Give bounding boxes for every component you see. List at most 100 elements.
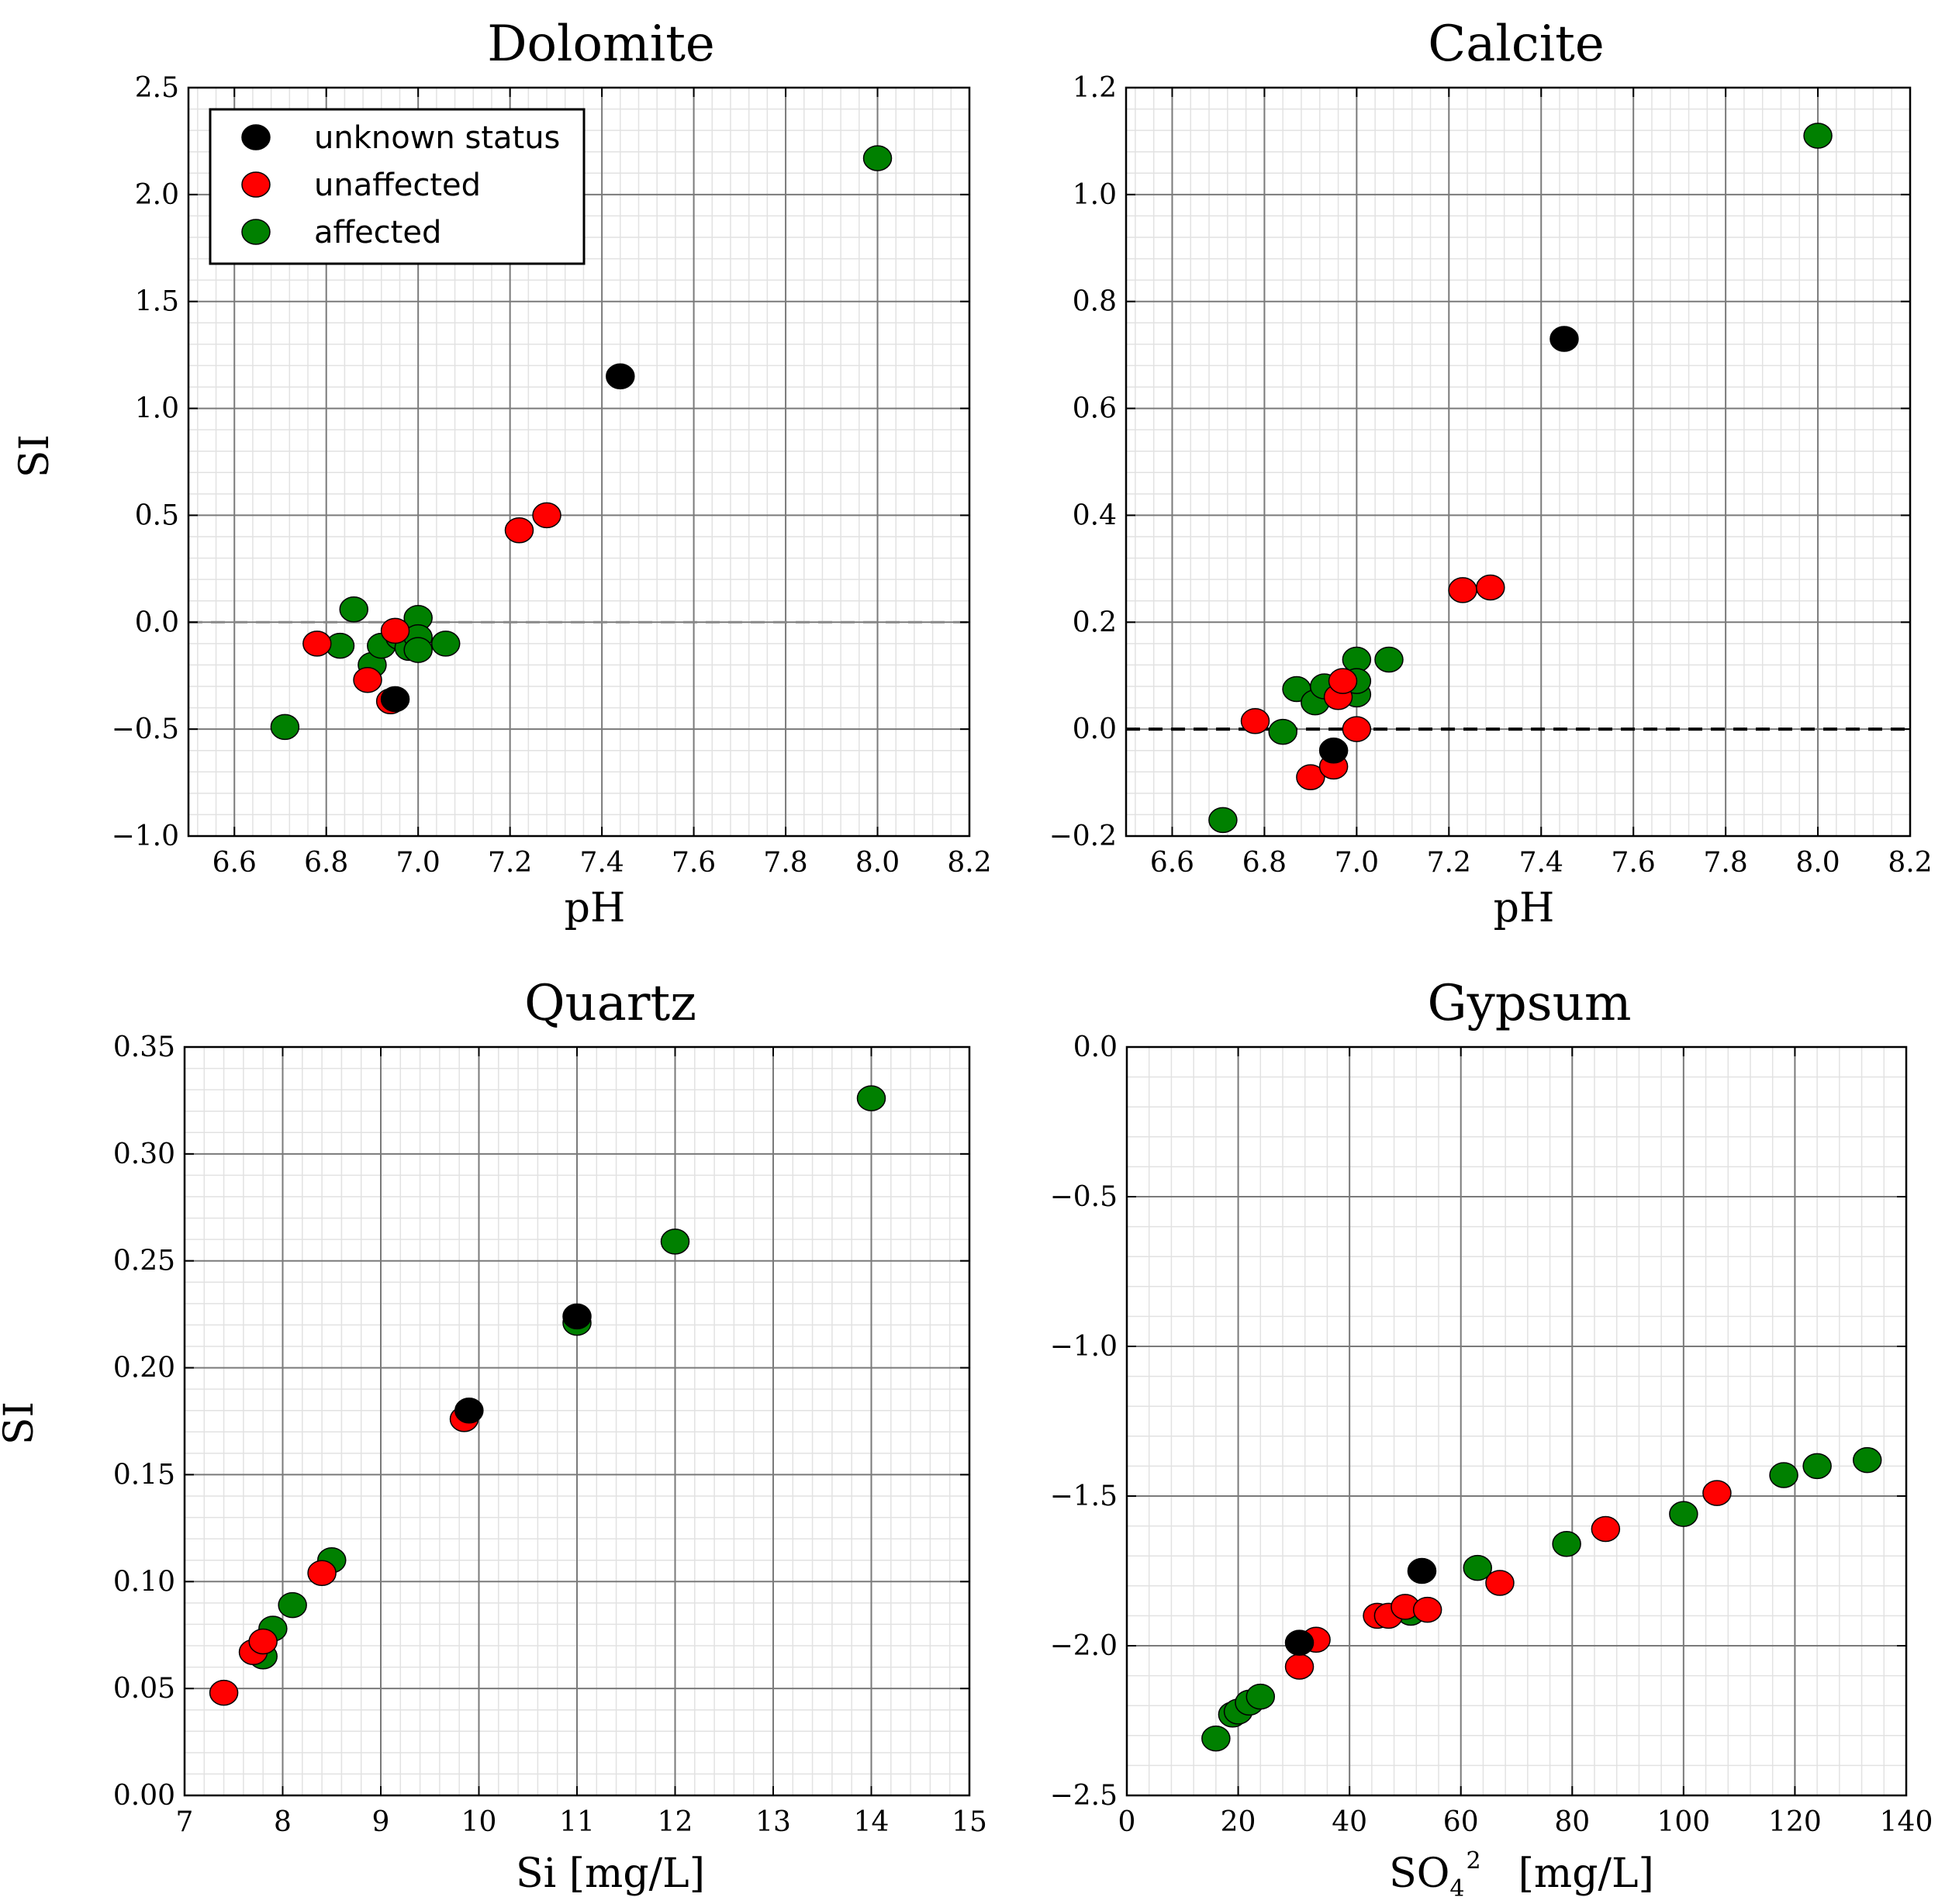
dolomite-x-tick-label: 7.8 <box>763 847 807 879</box>
calcite-plot-frame <box>1125 86 1912 838</box>
quartz-x-tick-label: 13 <box>755 1806 791 1838</box>
calcite-point-unaffected: unaffected: (6.97, 0.09) <box>1328 668 1358 694</box>
gypsum-point-affected: affected: (100, -1.56) <box>1669 1501 1698 1527</box>
calcite-point-unknown-status: unknown status: (7.45, 0.73) <box>1550 326 1579 352</box>
calcite-point-unaffected: unaffected: (7.29, 0.265) <box>1476 574 1505 601</box>
legend-marker-unknown-status <box>241 124 271 150</box>
gypsum-point-affected: affected: (24, -2.17) <box>1245 1683 1276 1710</box>
quartz-y-tick-label: 0.05 <box>113 1673 175 1705</box>
calcite-y-tick-label: 0.2 <box>1073 606 1117 638</box>
calcite-x-tick-label: 8.2 <box>1888 847 1932 879</box>
calcite-point-affected: affected: (6.84, -0.005) <box>1268 718 1297 745</box>
calcite-panel: 6.6 6.8 7.0 7.2 7.4 7.6 7.8 8.0 8.2 −0.2 0.0 0.2 0.4… <box>1049 16 1933 931</box>
gypsum-point-unaffected: unaffected: (106, -1.49) <box>1702 1480 1732 1506</box>
gypsum-point-affected: affected: (118, -1.43) <box>1769 1462 1798 1488</box>
dolomite-point-unaffected: unaffected: (6.78, -0.1) <box>302 631 332 657</box>
quartz-x-tick-label: 7 <box>176 1806 194 1838</box>
gypsum-point-unaffected: unaffected: (86, -1.61) <box>1591 1515 1621 1543</box>
quartz-point-unaffected: unaffected: (7.8, 0.072) <box>248 1628 278 1655</box>
calcite-y-tick-label: 0.0 <box>1073 714 1117 745</box>
gypsum-x-tick-label: 40 <box>1332 1806 1367 1838</box>
gypsum-point-affected: affected: (124, -1.4) <box>1802 1453 1832 1480</box>
gypsum-point-unknown-status: unknown status: (53, -1.75) <box>1407 1557 1437 1584</box>
dolomite-point-affected: affected: (7, -0.13) <box>403 637 433 663</box>
quartz-x-tick-label: 14 <box>854 1806 890 1838</box>
dolomite-x-tick-label: 7.2 <box>488 847 532 879</box>
dolomite-point-affected: affected: (6.71, -0.49) <box>270 714 300 741</box>
dolomite-y-tick-label: 0.5 <box>135 499 179 531</box>
gypsum-point-unknown-status: unknown status: (31, -1.99) <box>1284 1629 1315 1656</box>
dolomite-point-unaffected: unaffected: (7.28, 0.5) <box>532 502 561 529</box>
quartz-x-tick-label: 8 <box>274 1806 292 1838</box>
gypsum-plot-frame <box>1125 1045 1908 1797</box>
gypsum-y-tick-label: −2.0 <box>1050 1630 1118 1662</box>
dolomite-y-tick-label: 2.5 <box>135 72 179 104</box>
quartz-point-affected: affected: (8.1, 0.089) <box>278 1591 307 1619</box>
dolomite-y-axis-label: SI <box>12 434 58 478</box>
legend-marker-unaffected <box>241 171 271 198</box>
calcite-x-axis-label: pH <box>1494 885 1555 931</box>
gypsum-y-tick-label: 0.0 <box>1073 1031 1118 1063</box>
quartz-y-tick-label: 0.30 <box>113 1139 175 1170</box>
dolomite-point-affected: affected: (8, 2.17) <box>862 145 893 171</box>
quartz-point-unaffected: unaffected: (7.4, 0.048) <box>209 1679 239 1706</box>
calcite-y-tick-label: 0.4 <box>1073 499 1117 531</box>
dolomite-x-tick-label: 7.0 <box>396 847 440 879</box>
calcite-x-tick-label: 6.8 <box>1242 847 1287 879</box>
gypsum-y-tick-label: −0.5 <box>1050 1181 1118 1213</box>
quartz-point-affected: affected: (14, 0.326) <box>856 1085 886 1111</box>
gypsum-title: Gypsum <box>1428 975 1632 1032</box>
dolomite-y-tick-label: −1.0 <box>112 821 179 852</box>
calcite-x-tick-label: 7.4 <box>1519 847 1563 879</box>
gypsum-point-affected: affected: (16, -2.31) <box>1201 1725 1231 1752</box>
quartz-y-tick-label: 0.10 <box>113 1566 175 1598</box>
calcite-point-unknown-status: unknown status: (6.95, -0.04) <box>1318 737 1349 764</box>
dolomite-point-affected: affected: (6.86, 0.06) <box>339 596 368 623</box>
gypsum-x-tick-label: 120 <box>1768 1806 1822 1838</box>
dolomite-y-tick-label: 0.0 <box>135 606 179 638</box>
calcite-point-unaffected: unaffected: (6.78, 0.015) <box>1240 708 1270 734</box>
calcite-x-tick-label: 7.2 <box>1427 847 1471 879</box>
gypsum-y-tick-label: −1.0 <box>1050 1331 1118 1363</box>
calcite-point-affected: affected: (8, 1.11) <box>1803 123 1833 149</box>
gypsum-point-unaffected: unaffected: (54, -1.88) <box>1412 1596 1442 1623</box>
calcite-y-tick-label: 1.0 <box>1073 179 1117 211</box>
calcite-x-tick-label: 7.8 <box>1703 847 1747 879</box>
dolomite-y-tick-label: −0.5 <box>112 714 179 745</box>
legend-label-affected: affected <box>314 215 441 251</box>
dolomite-y-tick-label: 2.0 <box>135 179 179 211</box>
dolomite-point-unaffected: unaffected: (6.89, -0.27) <box>353 666 382 693</box>
calcite-point-affected: affected: (6.71, -0.17) <box>1208 807 1238 834</box>
dolomite-x-tick-label: 8.0 <box>855 847 900 879</box>
dolomite-point-unaffected: unaffected: (7.22, 0.43) <box>504 517 534 544</box>
quartz-x-tick-label: 12 <box>658 1806 693 1838</box>
dolomite-y-tick-label: 1.0 <box>135 393 179 425</box>
gypsum-panel: 0 20 40 60 80 100 120 140 −2.5 −2.0 −1.5 −1.0 −0.5 0.… <box>1050 975 1933 1902</box>
dolomite-x-tick-label: 7.6 <box>672 847 716 879</box>
dolomite-point-unknown-status: unknown status: (7.44, 1.15) <box>606 363 635 389</box>
dolomite-title: Dolomite <box>487 16 715 73</box>
quartz-x-tick-label: 9 <box>372 1806 390 1838</box>
calcite-y-tick-label: 0.6 <box>1073 393 1117 425</box>
gypsum-y-tick-label: −1.5 <box>1050 1481 1118 1512</box>
quartz-x-tick-label: 11 <box>559 1806 595 1838</box>
gypsum-point-affected: affected: (63, -1.74) <box>1463 1554 1492 1581</box>
gypsum-point-affected: affected: (79, -1.66) <box>1552 1531 1581 1557</box>
calcite-x-tick-label: 6.6 <box>1150 847 1194 879</box>
quartz-panel: 7 8 9 10 11 12 13 14 15 0.00 0.05 0.10 0.15 0.20 0.25 0… <box>0 975 987 1897</box>
legend: unknown status unaffected affected <box>209 108 586 265</box>
calcite-point-affected: affected: (7.07, 0.13) <box>1374 646 1404 673</box>
calcite-y-tick-label: −0.2 <box>1049 821 1117 852</box>
gypsum-y-tick-label: −2.5 <box>1050 1780 1118 1812</box>
calcite-title: Calcite <box>1428 16 1605 73</box>
legend-box <box>209 108 586 265</box>
gypsum-x-tick-label: 80 <box>1554 1806 1590 1838</box>
legend-label-unaffected: unaffected <box>314 168 481 203</box>
dolomite-point-unaffected: unaffected: (6.95, -0.04) <box>380 617 410 644</box>
dolomite-x-tick-label: 6.6 <box>212 847 257 879</box>
quartz-x-tick-label: 10 <box>461 1806 497 1838</box>
dolomite-x-tick-label: 7.4 <box>579 847 624 879</box>
dolomite-plot-frame <box>187 86 971 838</box>
gypsum-point-unaffected: unaffected: (31, -2.07) <box>1284 1653 1315 1680</box>
dolomite-point-unknown-status: unknown status: (6.95, -0.36) <box>380 686 410 713</box>
